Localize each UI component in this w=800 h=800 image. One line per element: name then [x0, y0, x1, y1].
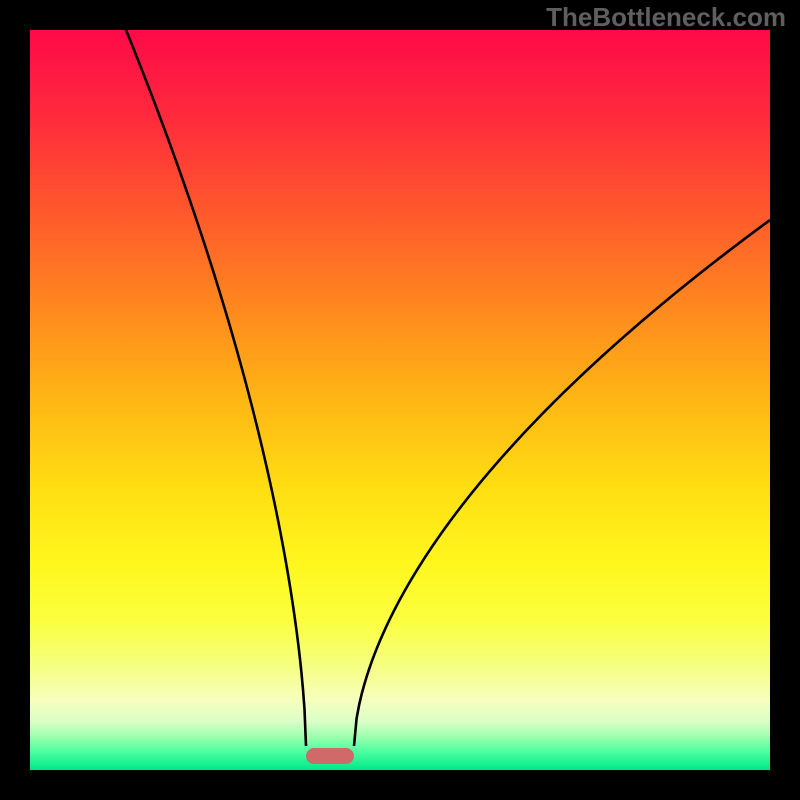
chart-svg — [0, 0, 800, 800]
plot-area — [30, 30, 770, 770]
minimum-marker — [306, 748, 354, 764]
chart-root: TheBottleneck.com — [0, 0, 800, 800]
gradient-background — [30, 30, 770, 770]
